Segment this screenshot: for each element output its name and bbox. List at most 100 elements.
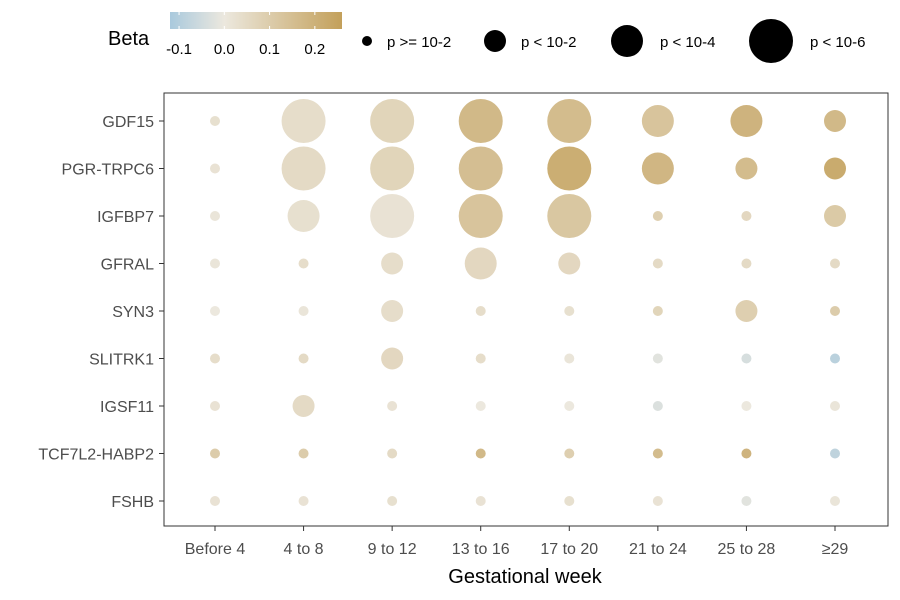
data-point bbox=[475, 353, 486, 364]
size-legend-dot bbox=[484, 30, 506, 52]
data-point bbox=[475, 306, 486, 316]
y-tick-label: GDF15 bbox=[102, 114, 154, 131]
legend: Beta -0.1 0.0 0.1 0.2 p >= 10-2 p < 10-2 p < … bbox=[108, 12, 865, 63]
data-point bbox=[547, 146, 592, 191]
data-point bbox=[830, 448, 840, 459]
y-tick-label: IGFBP7 bbox=[97, 209, 154, 226]
data-point bbox=[741, 496, 752, 506]
data-point bbox=[210, 496, 220, 506]
data-point bbox=[652, 306, 663, 316]
data-point bbox=[735, 157, 758, 180]
data-point bbox=[547, 194, 592, 238]
data-point bbox=[652, 258, 663, 269]
data-point bbox=[741, 353, 752, 364]
size-legend-label: p >= 10-2 bbox=[387, 34, 451, 51]
data-point bbox=[475, 448, 486, 459]
data-point bbox=[458, 99, 503, 143]
data-point bbox=[210, 306, 220, 316]
data-point bbox=[641, 105, 674, 137]
color-legend-ticks: -0.1 0.0 0.1 0.2 bbox=[166, 12, 325, 58]
color-legend-tick-label: -0.1 bbox=[166, 41, 192, 58]
data-point bbox=[210, 353, 220, 364]
data-point bbox=[370, 99, 415, 143]
y-tick-label: GFRAL bbox=[101, 257, 154, 274]
data-point bbox=[652, 211, 663, 221]
data-point bbox=[830, 306, 840, 316]
y-tick-label: FSHB bbox=[111, 494, 154, 511]
data-point bbox=[210, 258, 220, 269]
x-tick-label: Before 4 bbox=[185, 541, 246, 558]
y-tick-label: TCF7L2-HABP2 bbox=[38, 447, 154, 464]
size-legend-label: p < 10-2 bbox=[521, 34, 576, 51]
y-tick-label: SLITRK1 bbox=[89, 352, 154, 369]
data-point bbox=[210, 211, 220, 221]
data-point bbox=[475, 496, 486, 506]
data-point bbox=[735, 300, 758, 322]
color-legend-tick-label: 0.2 bbox=[304, 41, 325, 58]
data-point bbox=[741, 211, 752, 221]
data-point bbox=[464, 247, 497, 280]
data-point bbox=[741, 258, 752, 269]
x-tick-label: 13 to 16 bbox=[452, 541, 510, 558]
x-tick-label: 17 to 20 bbox=[540, 541, 598, 558]
data-point bbox=[824, 157, 846, 180]
data-point bbox=[387, 448, 398, 459]
y-tick-label: PGR-TRPC6 bbox=[62, 162, 155, 179]
data-point bbox=[210, 116, 220, 126]
data-point bbox=[564, 496, 575, 506]
data-point bbox=[381, 252, 404, 275]
data-point bbox=[281, 99, 326, 143]
data-point bbox=[564, 306, 575, 316]
data-point bbox=[564, 401, 575, 411]
data-point bbox=[298, 258, 309, 269]
data-point bbox=[281, 146, 326, 191]
data-point bbox=[370, 146, 415, 191]
x-axis-title: Gestational week bbox=[448, 566, 602, 588]
y-axis: GDF15 PGR-TRPC6 IGFBP7 GFRAL SYN3 SLITRK1 IGSF… bbox=[38, 114, 164, 511]
data-point bbox=[210, 163, 220, 174]
data-point bbox=[830, 496, 840, 506]
data-point bbox=[830, 353, 840, 364]
size-legend-dot bbox=[611, 25, 643, 57]
size-legend-label: p < 10-6 bbox=[810, 34, 865, 51]
data-point bbox=[387, 401, 398, 411]
x-tick-label: ≥29 bbox=[822, 541, 849, 558]
data-point bbox=[298, 448, 309, 459]
color-legend-tick-label: 0.0 bbox=[214, 41, 235, 58]
data-point bbox=[652, 353, 663, 364]
data-point bbox=[210, 401, 220, 411]
data-point bbox=[564, 353, 575, 364]
x-tick-label: 4 to 8 bbox=[284, 541, 324, 558]
data-point bbox=[547, 99, 592, 143]
color-legend-bar bbox=[170, 12, 342, 29]
size-legend-label: p < 10-4 bbox=[660, 34, 715, 51]
data-point bbox=[387, 496, 398, 506]
data-point bbox=[652, 401, 663, 411]
data-point bbox=[741, 401, 752, 411]
data-point bbox=[287, 200, 320, 232]
y-tick-label: IGSF11 bbox=[100, 399, 154, 416]
data-point bbox=[830, 258, 840, 269]
x-axis: Before 4 4 to 8 9 to 12 13 to 16 17 to 20 21 … bbox=[185, 526, 849, 558]
data-point bbox=[824, 110, 846, 132]
data-point bbox=[298, 496, 309, 506]
data-point bbox=[298, 306, 309, 316]
data-points bbox=[210, 99, 846, 506]
data-point bbox=[564, 448, 575, 459]
data-point bbox=[652, 496, 663, 506]
x-tick-label: 9 to 12 bbox=[368, 541, 417, 558]
data-point bbox=[475, 401, 486, 411]
data-point bbox=[458, 146, 503, 191]
data-point bbox=[652, 448, 663, 459]
data-point bbox=[741, 448, 752, 459]
x-tick-label: 25 to 28 bbox=[718, 541, 776, 558]
data-point bbox=[730, 105, 763, 137]
size-legend-dot bbox=[362, 36, 372, 46]
x-tick-label: 21 to 24 bbox=[629, 541, 687, 558]
data-point bbox=[370, 194, 415, 238]
data-point bbox=[830, 401, 840, 411]
plot-panel bbox=[163, 92, 889, 527]
color-legend-title: Beta bbox=[108, 28, 150, 50]
data-point bbox=[298, 353, 309, 364]
